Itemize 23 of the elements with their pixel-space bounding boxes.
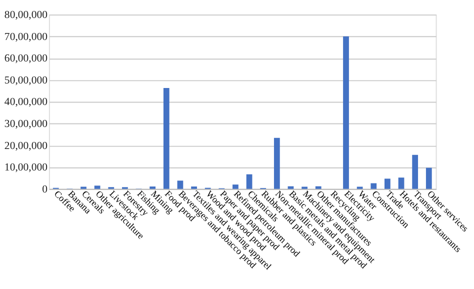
bar (412, 154, 418, 189)
bar (232, 184, 238, 189)
y-tick-label: 10,00,000 (4, 162, 48, 174)
y-tick-label: 40,00,000 (4, 96, 48, 108)
y-tick-label: 60,00,000 (4, 52, 48, 65)
y-tick-label: 20,00,000 (4, 140, 48, 152)
bar (315, 186, 322, 189)
bar (384, 178, 390, 189)
bar (177, 180, 184, 189)
bar (426, 168, 432, 189)
y-tick-label: 70,00,000 (4, 30, 48, 43)
bar (274, 138, 280, 189)
y-tick-label: 50,00,000 (4, 74, 48, 86)
bar (94, 186, 100, 189)
y-tick-label: 80,00,000 (4, 9, 48, 22)
bar (370, 183, 377, 189)
bar (246, 174, 252, 189)
bar (343, 36, 349, 189)
bar (163, 88, 170, 189)
y-tick-label: 30,00,000 (4, 118, 48, 130)
y-tick-label: 0 (42, 183, 48, 196)
bar (288, 186, 294, 189)
bar (398, 178, 404, 189)
